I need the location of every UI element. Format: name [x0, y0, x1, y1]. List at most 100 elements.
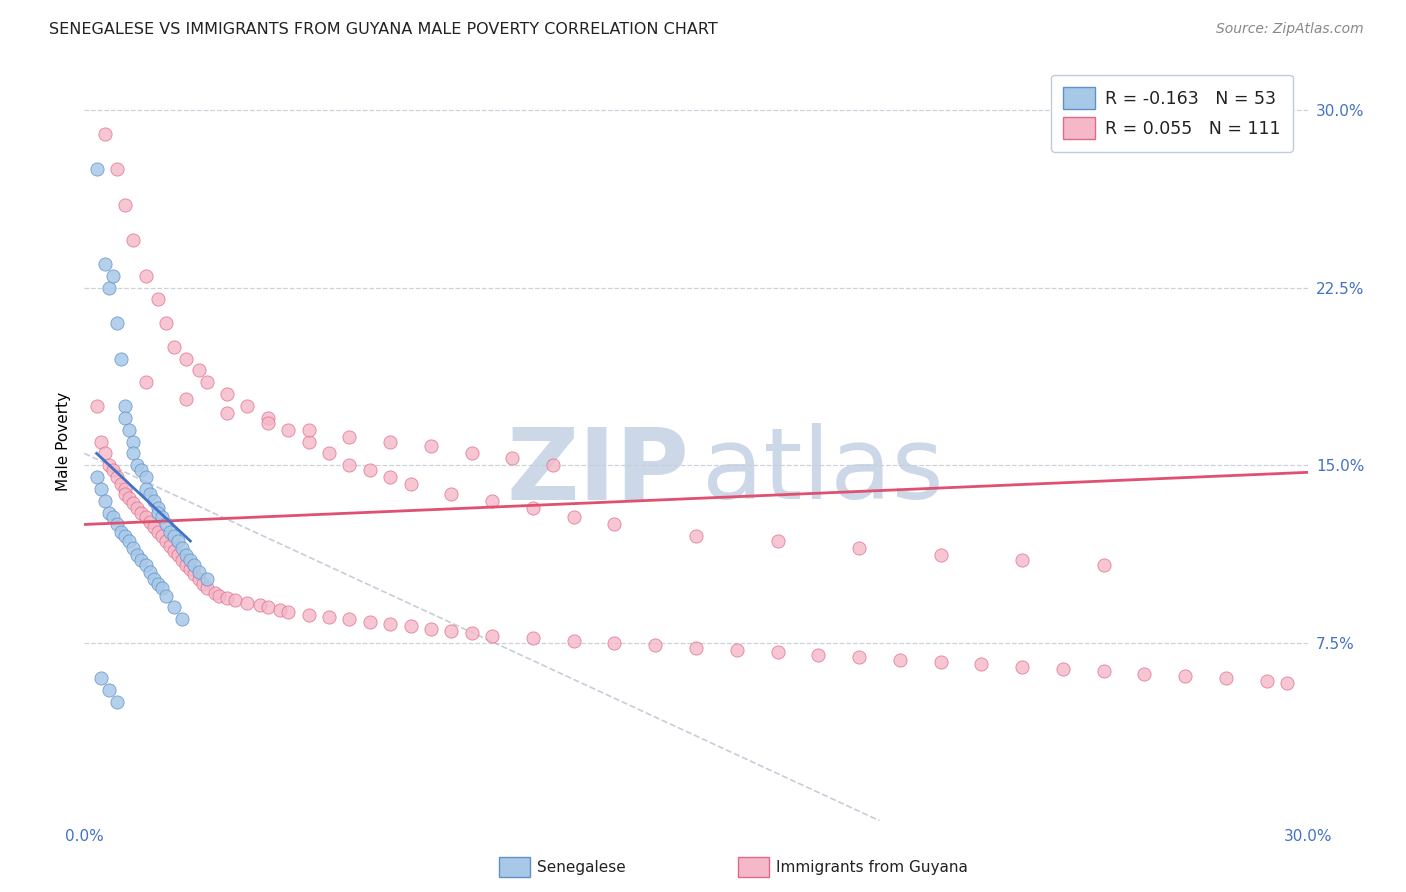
Point	[399, 477, 422, 491]
Point	[110, 477, 132, 491]
Point	[118, 423, 141, 437]
Point	[90, 482, 112, 496]
Point	[105, 162, 128, 177]
Point	[122, 541, 145, 556]
Point	[420, 439, 443, 453]
Point	[1277, 676, 1299, 690]
Point	[461, 446, 484, 460]
Point	[1133, 666, 1156, 681]
Point	[163, 600, 186, 615]
Point	[122, 233, 145, 247]
Point	[174, 558, 197, 572]
Y-axis label: Male Poverty: Male Poverty	[56, 392, 72, 491]
Legend: R = -0.163   N = 53, R = 0.055   N = 111: R = -0.163 N = 53, R = 0.055 N = 111	[1052, 75, 1292, 152]
Point	[138, 515, 160, 529]
Point	[97, 683, 120, 698]
Point	[167, 548, 190, 563]
Point	[146, 524, 169, 539]
Point	[217, 591, 239, 605]
Point	[1011, 553, 1033, 567]
Point	[131, 553, 153, 567]
Point	[131, 506, 153, 520]
Point	[142, 572, 165, 586]
Point	[155, 534, 177, 549]
Point	[257, 410, 280, 425]
Point	[1174, 669, 1197, 683]
Point	[183, 558, 205, 572]
Point	[848, 541, 870, 556]
Point	[339, 430, 361, 444]
Point	[848, 650, 870, 665]
Point	[101, 268, 124, 283]
Point	[187, 363, 209, 377]
Point	[90, 434, 112, 449]
Point	[172, 541, 194, 556]
Point	[970, 657, 993, 672]
Point	[105, 695, 128, 709]
Point	[142, 520, 165, 534]
Point	[807, 648, 830, 662]
Point	[90, 672, 112, 686]
Point	[93, 257, 115, 271]
Point	[172, 612, 194, 626]
Point	[135, 510, 157, 524]
Point	[172, 553, 194, 567]
Point	[522, 631, 544, 645]
Point	[97, 458, 120, 473]
Point	[195, 572, 218, 586]
Point	[380, 470, 402, 484]
Point	[204, 586, 226, 600]
Point	[167, 534, 190, 549]
Point	[562, 633, 585, 648]
Point	[725, 643, 748, 657]
Point	[766, 645, 789, 659]
Point	[138, 486, 160, 500]
Point	[150, 529, 173, 543]
Point	[217, 406, 239, 420]
Point	[146, 576, 169, 591]
Point	[101, 510, 124, 524]
Point	[603, 636, 626, 650]
Text: SENEGALESE VS IMMIGRANTS FROM GUYANA MALE POVERTY CORRELATION CHART: SENEGALESE VS IMMIGRANTS FROM GUYANA MAL…	[49, 22, 718, 37]
Point	[155, 316, 177, 330]
Point	[380, 434, 402, 449]
Point	[187, 572, 209, 586]
Point	[135, 376, 157, 390]
Point	[481, 629, 503, 643]
Point	[461, 626, 484, 640]
Point	[135, 268, 157, 283]
Point	[318, 446, 340, 460]
Point	[105, 470, 128, 484]
Point	[110, 351, 132, 366]
Point	[277, 605, 299, 619]
Text: atlas: atlas	[702, 424, 943, 520]
Point	[318, 610, 340, 624]
Point	[236, 399, 259, 413]
Text: Senegalese: Senegalese	[537, 860, 626, 874]
Point	[1052, 662, 1074, 676]
Point	[114, 410, 136, 425]
Point	[359, 463, 381, 477]
Point	[163, 340, 186, 354]
Point	[97, 280, 120, 294]
Point	[159, 524, 181, 539]
Point	[114, 486, 136, 500]
Point	[1092, 665, 1115, 679]
Point	[101, 463, 124, 477]
Point	[93, 493, 115, 508]
Point	[155, 589, 177, 603]
Point	[114, 529, 136, 543]
Point	[142, 493, 165, 508]
Point	[298, 434, 321, 449]
Point	[685, 529, 707, 543]
Point	[131, 463, 153, 477]
Point	[118, 491, 141, 506]
Point	[644, 638, 666, 652]
Point	[155, 517, 177, 532]
Point	[174, 351, 197, 366]
Point	[146, 293, 169, 307]
Point	[127, 458, 149, 473]
Point	[97, 506, 120, 520]
Point	[118, 534, 141, 549]
Point	[146, 500, 169, 515]
